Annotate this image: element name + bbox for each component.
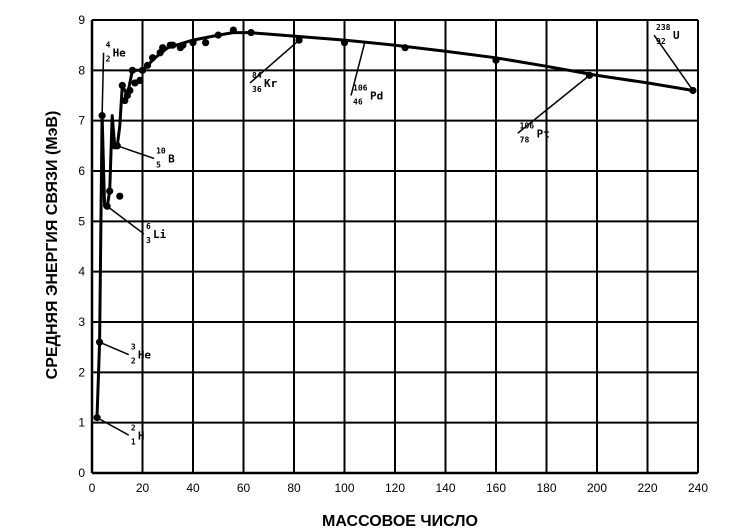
annotation-pt-196: 196 78 Pt <box>520 121 550 144</box>
leader-line-he4 <box>101 52 105 116</box>
annotation-symbol: B <box>168 152 175 165</box>
annotation-mass-number: 106 <box>353 84 368 93</box>
x-axis-ticks: 0 20 40 60 80 100 120 140 160 180 200 220 240 <box>89 481 709 495</box>
data-point-16 <box>143 61 152 69</box>
grid <box>90 19 699 475</box>
annotation-atomic-number: 3 <box>146 236 151 245</box>
annotation-mass-number: 84 <box>252 71 262 80</box>
annotation-symbol: U <box>673 29 680 42</box>
annotation-he-3: 3 2 He <box>131 343 152 366</box>
annotation-symbol: Pt <box>537 127 550 140</box>
leader-line-kr84 <box>249 39 300 84</box>
data-point-12 <box>128 66 136 74</box>
leader-line-u238 <box>653 34 694 91</box>
annotation-symbol: Kr <box>264 77 278 90</box>
data-point-32 <box>492 56 500 64</box>
annotation-atomic-number: 92 <box>656 37 666 46</box>
leader-line-b10 <box>117 145 155 160</box>
x-tick-label-120: 120 <box>385 481 405 495</box>
data-point-19 <box>159 44 167 52</box>
y-tick-label-9: 9 <box>78 13 85 27</box>
data-point-17 <box>149 54 157 62</box>
x-tick-label-40: 40 <box>186 481 200 495</box>
annotation-mass-number: 6 <box>146 222 151 231</box>
data-point-14 <box>136 76 144 84</box>
y-axis-ticks: 0 1 2 3 4 5 6 7 8 9 <box>78 13 85 480</box>
annotation-pd-106: 106 46 Pd <box>353 84 383 107</box>
data-point-28 <box>247 28 255 37</box>
x-tick-label-60: 60 <box>237 481 251 495</box>
x-tick-label-200: 200 <box>587 481 607 495</box>
annotation-b-10: 10 5 B <box>156 146 175 169</box>
x-tick-label-140: 140 <box>435 481 455 495</box>
annotation-mass-number: 10 <box>156 146 166 155</box>
y-axis-title: СРЕДНЯЯ ЭНЕРГИЯ СВЯЗИ (МэВ) <box>44 111 61 380</box>
annotation-u-238: 238 92 U <box>656 23 680 46</box>
leader-line-pt196 <box>517 74 590 134</box>
annotation-mass-number: 2 <box>131 423 136 432</box>
x-tick-label-160: 160 <box>486 481 506 495</box>
y-tick-label-4: 4 <box>78 265 85 279</box>
annotation-symbol: Pd <box>370 90 383 103</box>
x-axis-title: МАССОВОЕ ЧИСЛО <box>322 513 478 530</box>
annotation-mass-number: 4 <box>106 41 111 50</box>
data-point-24 <box>189 39 197 47</box>
leader-line-pd106 <box>350 42 366 96</box>
data-point-8 <box>118 81 126 90</box>
annotation-symbol: H <box>138 429 145 442</box>
y-tick-label-1: 1 <box>78 416 85 430</box>
annotation-atomic-number: 2 <box>106 55 111 64</box>
data-point-15 <box>138 66 147 74</box>
data-point-25 <box>202 39 210 47</box>
y-tick-label-7: 7 <box>78 114 85 128</box>
annotation-atomic-number: 78 <box>520 135 530 144</box>
data-point-31 <box>401 44 409 52</box>
data-point-23 <box>179 41 187 49</box>
annotation-mass-number: 3 <box>131 343 136 352</box>
y-tick-label-5: 5 <box>78 214 85 228</box>
x-tick-label-240: 240 <box>688 481 708 495</box>
x-tick-label-20: 20 <box>136 481 150 495</box>
y-tick-label-2: 2 <box>78 365 85 379</box>
data-point-7 <box>116 192 124 200</box>
y-tick-label-3: 3 <box>78 315 85 329</box>
annotation-mass-number: 238 <box>656 23 671 32</box>
y-tick-label-8: 8 <box>78 63 85 77</box>
leader-line-he3 <box>99 341 130 356</box>
annotation-li-6: 6 3 Li <box>146 222 167 245</box>
data-point-27 <box>229 26 237 34</box>
data-point-30 <box>340 39 349 47</box>
data-point-4 <box>106 187 114 195</box>
x-tick-label-0: 0 <box>89 481 96 495</box>
annotation-leaders <box>96 34 694 436</box>
x-tick-label-220: 220 <box>637 481 657 495</box>
annotation-mass-number: 196 <box>520 121 535 130</box>
annotation-atomic-number: 1 <box>131 437 136 446</box>
data-points <box>93 26 697 422</box>
annotation-symbol: He <box>113 47 127 60</box>
annotation-h-2: 2 1 H <box>131 423 145 446</box>
x-tick-label-80: 80 <box>287 481 301 495</box>
data-point-26 <box>214 31 222 39</box>
data-point-6 <box>113 142 121 150</box>
annotation-symbol: He <box>138 349 152 362</box>
leader-line-h2 <box>96 416 130 436</box>
annotation-symbol: Li <box>153 228 167 241</box>
y-tick-label-6: 6 <box>78 164 85 178</box>
x-tick-label-100: 100 <box>334 481 354 495</box>
y-tick-label-0: 0 <box>78 466 85 480</box>
annotation-kr-84: 84 36 Kr <box>252 71 278 94</box>
annotation-he-4: 4 2 He <box>106 41 127 64</box>
annotation-atomic-number: 36 <box>252 85 262 94</box>
annotation-atomic-number: 5 <box>156 160 161 169</box>
data-point-21 <box>169 41 177 49</box>
x-tick-label-180: 180 <box>536 481 556 495</box>
annotation-atomic-number: 46 <box>353 98 363 107</box>
data-point-11 <box>126 86 134 95</box>
leader-line-li6 <box>106 205 145 235</box>
annotation-atomic-number: 2 <box>131 357 136 366</box>
